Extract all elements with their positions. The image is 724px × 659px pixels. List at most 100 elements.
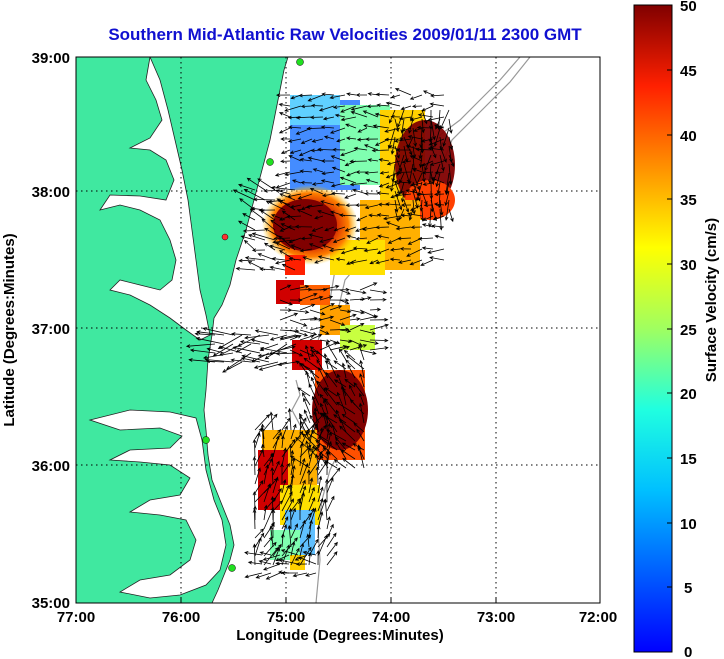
colorbar-tick-label: 40 <box>680 128 697 145</box>
chesapeake-bay <box>99 57 211 341</box>
velocity-vector-arrow <box>421 246 434 251</box>
velocity-vector-arrow <box>366 104 379 109</box>
velocity-vector-arrow <box>312 168 324 173</box>
velocity-vector-arrow <box>418 145 423 160</box>
velocity-vector-arrow <box>427 248 445 254</box>
velocity-vector-arrow <box>340 248 357 255</box>
velocity-vector-arrow <box>333 459 347 469</box>
velocity-vector-arrow <box>356 215 368 222</box>
velocity-vector-arrow <box>287 138 302 143</box>
velocity-vector-arrow <box>394 181 401 196</box>
velocity-vector-arrow <box>349 309 365 315</box>
velocity-vector-arrow <box>320 200 335 206</box>
velocity-vector-arrow <box>339 213 357 218</box>
velocity-vector-arrow <box>253 361 279 369</box>
velocity-vector-arrow <box>298 499 302 520</box>
velocity-vector-arrow <box>345 136 357 141</box>
velocity-vector-arrow <box>317 486 324 503</box>
x-tick-label: 72:00 <box>579 609 617 626</box>
velocity-vector-arrow <box>376 191 390 196</box>
velocity-vector-arrow <box>289 284 310 291</box>
velocity-vector-arrow <box>359 339 379 345</box>
velocity-vector-arrow <box>281 462 290 476</box>
velocity-vector-arrow <box>359 314 379 321</box>
velocity-vector-arrow <box>319 295 334 301</box>
velocity-vector-arrow <box>432 163 441 183</box>
velocity-vector-arrow <box>409 94 423 100</box>
velocity-vector-arrow <box>269 411 274 431</box>
velocity-vector-arrow <box>397 109 405 128</box>
colorbar-tick-label: 10 <box>680 516 697 533</box>
velocity-vector-arrow <box>242 228 266 233</box>
velocity-vector-arrow <box>289 335 302 341</box>
velocity-vector-arrow <box>345 203 357 208</box>
velocity-vector-arrow <box>325 478 329 502</box>
velocity-vector-arrow <box>240 356 261 363</box>
velocity-vector-arrow <box>385 221 401 228</box>
velocity-vector-arrow <box>421 163 426 183</box>
velocity-vector-arrow <box>280 149 291 154</box>
velocity-vector-arrow <box>349 182 368 187</box>
colorbar-tick-marks <box>667 4 672 588</box>
velocity-vector-arrow <box>244 334 270 340</box>
velocity-vector-arrow <box>297 556 317 565</box>
velocity-vector-arrow <box>281 491 293 512</box>
velocity-vector-arrow <box>290 430 304 449</box>
velocity-vector-arrow <box>247 560 263 565</box>
velocity-vector-arrow <box>259 551 272 556</box>
velocity-vector-arrow <box>311 138 324 143</box>
velocity-vector-arrow <box>299 519 306 539</box>
velocity-vector-arrow <box>333 226 346 232</box>
velocity-vector-arrow <box>310 376 320 397</box>
velocity-vector-arrow <box>371 148 390 153</box>
velocity-vector-arrow <box>272 428 282 440</box>
velocity-vector-arrow <box>281 478 287 494</box>
velocity-vector-arrow <box>303 357 320 370</box>
velocity-vector-arrow <box>204 357 234 363</box>
x-axis-ticks: 77:00 76:00 75:00 74:00 73:00 72:00 <box>57 609 617 626</box>
velocity-vector-arrow <box>321 244 335 250</box>
velocity-vector-arrow <box>307 156 324 162</box>
velocity-vector-arrow <box>270 214 286 221</box>
velocity-vector-arrow <box>279 334 297 340</box>
velocity-vector-arrow <box>299 462 309 485</box>
velocity-vector-arrow <box>251 248 266 253</box>
velocity-vector-arrow <box>254 528 265 539</box>
velocity-vector-arrow <box>308 422 318 440</box>
velocity-vector-arrow <box>244 551 263 556</box>
velocity-vector-arrow <box>366 237 379 244</box>
velocity-vector-arrow <box>353 422 365 433</box>
velocity-vector-arrow <box>185 343 216 348</box>
velocity-vector-arrow <box>299 457 306 476</box>
velocity-vector-arrow <box>195 336 225 345</box>
velocity-vector-arrow <box>372 124 390 129</box>
velocity-vector-arrow <box>326 516 331 530</box>
velocity-vector-arrow <box>241 354 270 363</box>
y-tick-label: 38:00 <box>32 184 70 201</box>
velocity-vector-arrow <box>326 477 334 494</box>
velocity-vector-arrow <box>299 479 306 494</box>
velocity-vector-arrow <box>399 172 405 184</box>
velocity-vector-arrow <box>433 127 441 148</box>
velocity-vector-arrow <box>326 495 335 512</box>
velocity-vector-arrow <box>269 525 274 548</box>
velocity-vector-arrow <box>278 102 291 107</box>
velocity-vector-arrow <box>323 387 338 406</box>
velocity-vector-arrow <box>430 172 435 186</box>
velocity-vector-arrow <box>259 267 276 271</box>
velocity-vector-arrow <box>359 392 365 406</box>
velocity-vector-arrow <box>399 246 412 251</box>
velocity-vector-arrow <box>294 224 313 229</box>
velocity-vector-arrow <box>270 467 275 485</box>
velocity-vector-arrow <box>430 199 438 222</box>
velocity-vector-arrow <box>278 235 296 251</box>
velocity-vector-arrow <box>281 544 290 566</box>
velocity-vector-arrow <box>440 109 450 130</box>
velocity-vector-arrow <box>305 344 311 361</box>
velocity-vector-arrow <box>276 198 296 211</box>
velocity-vector-arrow <box>329 287 350 292</box>
velocity-vector-arrow <box>308 444 315 467</box>
velocity-vector-arrow <box>397 170 412 175</box>
velocity-vector-arrow <box>412 104 423 109</box>
velocity-vector-arrow <box>219 345 243 354</box>
